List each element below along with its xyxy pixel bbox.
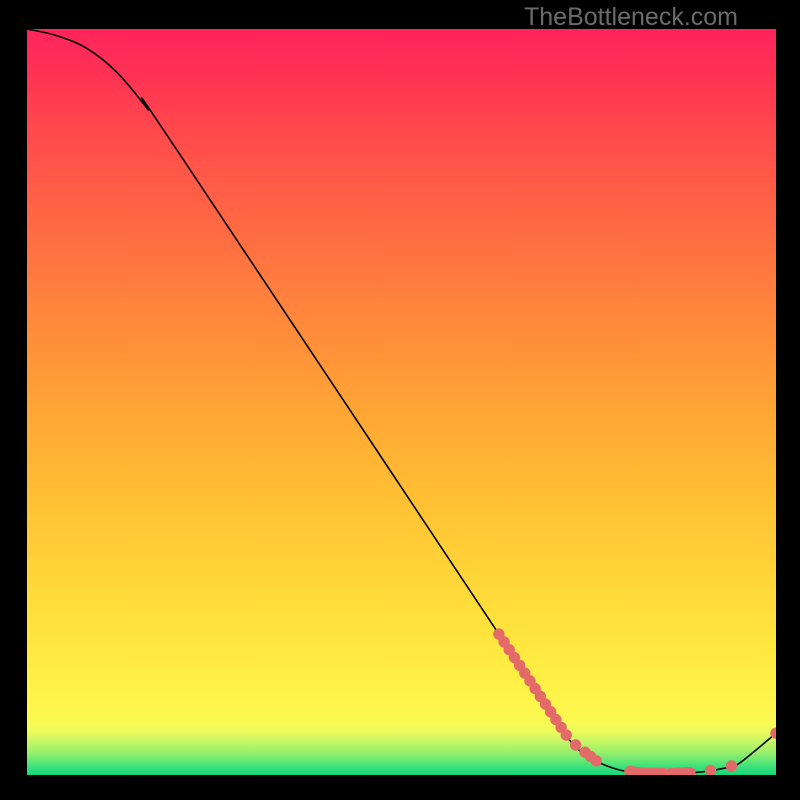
data-marker: [685, 767, 695, 775]
data-marker: [705, 765, 715, 775]
data-marker: [570, 740, 580, 750]
data-marker: [561, 730, 571, 740]
bottleneck-curve: [27, 29, 776, 774]
chart-svg: [27, 29, 776, 775]
chart-plot-area: [27, 29, 776, 775]
data-marker: [726, 761, 736, 771]
data-marker: [591, 756, 601, 766]
watermark-text: TheBottleneck.com: [524, 3, 738, 32]
